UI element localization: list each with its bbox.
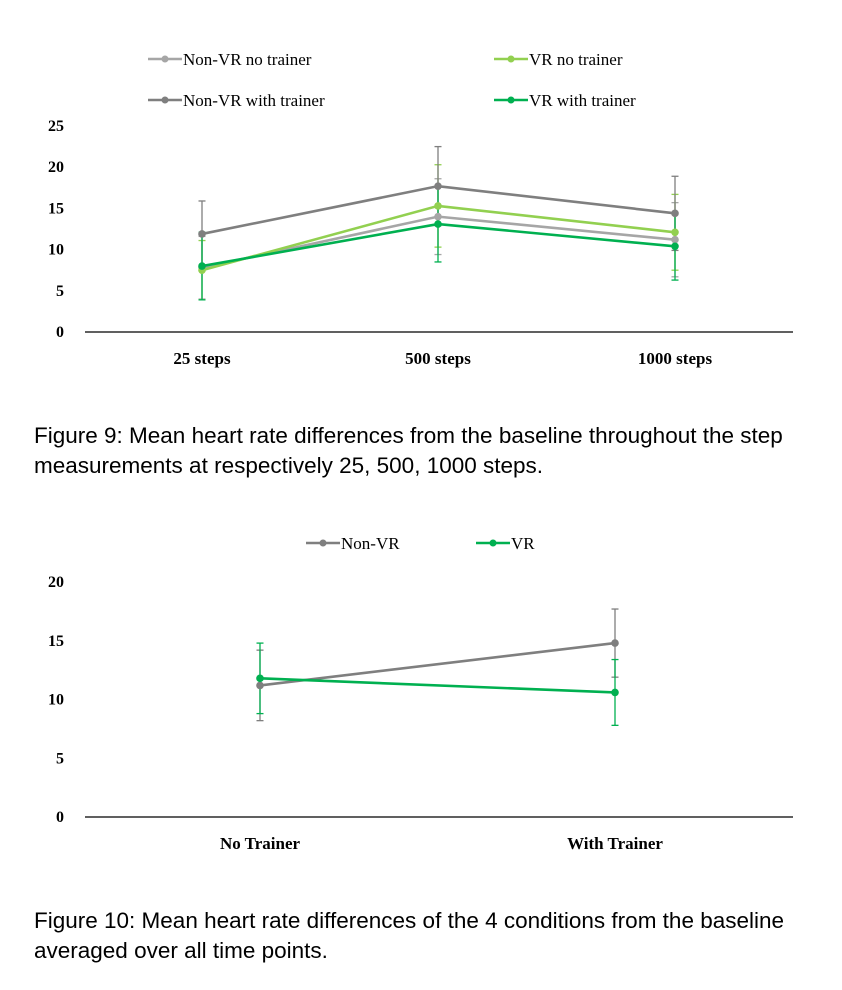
chart2-point-vr-1 <box>611 688 619 697</box>
figure-10-caption: Figure 10: Mean heart rate differences o… <box>34 908 785 963</box>
chart1-point-non-vr-with-trainer-0 <box>198 230 206 238</box>
chart1-point-non-vr-no-trainer-1 <box>434 212 442 221</box>
chart1-point-vr-with-trainer-0 <box>198 262 206 270</box>
chart1-point-vr-with-trainer-2 <box>671 242 679 251</box>
chart1-y-tick-25: 25 <box>48 118 64 135</box>
chart1-point-non-vr-with-trainer-2 <box>671 209 679 218</box>
chart2-x-tick-no-trainer: No Trainer <box>220 834 301 853</box>
chart1-y-tick-10: 10 <box>48 242 64 259</box>
chart2-y-tick-5: 5 <box>56 750 64 767</box>
chart1-x-tick-25-steps: 25 steps <box>173 349 231 368</box>
chart1-legend-non-vr-no-trainer: Non-VR no trainer <box>148 50 312 69</box>
chart2-y-tick-15: 15 <box>48 633 64 650</box>
chart1-x-tick-1000-steps: 1000 steps <box>638 349 713 368</box>
figure-9-caption: Figure 9: Mean heart rate differences fr… <box>34 423 783 478</box>
chart1-point-non-vr-no-trainer-2 <box>671 235 679 244</box>
svg-text:VR no trainer: VR no trainer <box>529 50 623 69</box>
chart2-y-tick-10: 10 <box>48 692 64 709</box>
chart1-point-non-vr-with-trainer-1 <box>434 182 442 190</box>
chart2-point-non-vr-1 <box>611 639 619 647</box>
chart2-x-tick-with-trainer: With Trainer <box>567 834 663 853</box>
chart1-point-vr-with-trainer-1 <box>434 220 442 228</box>
chart2-y-tick-0: 0 <box>56 809 64 826</box>
chart2-point-non-vr-0 <box>256 681 264 690</box>
chart2-line-vr <box>259 677 616 694</box>
svg-text:Non-VR no trainer: Non-VR no trainer <box>183 50 312 69</box>
chart1-y-tick-5: 5 <box>56 283 64 300</box>
chart1-legend-vr-no-trainer: VR no trainer <box>494 50 623 69</box>
figure-10-chart: 0 5 10 15 20 No Trainer With Trainer Non-VR VR <box>48 534 793 853</box>
chart1-y-tick-20: 20 <box>48 159 64 176</box>
chart2-y-tick-20: 20 <box>48 574 64 591</box>
figure-9-chart: 0 5 10 15 20 25 25 steps 500 steps 1000 steps Non… <box>48 50 793 368</box>
svg-text:Non-VR with trainer: Non-VR with trainer <box>183 91 325 110</box>
svg-text:VR with trainer: VR with trainer <box>529 91 636 110</box>
chart2-legend-non-vr: Non-VR <box>306 534 400 553</box>
svg-text:VR: VR <box>511 534 535 553</box>
chart2-point-vr-0 <box>256 674 264 683</box>
chart1-point-vr-no-trainer-2 <box>671 228 679 237</box>
chart1-legend-non-vr-with-trainer: Non-VR with trainer <box>148 91 325 110</box>
chart1-legend-vr-with-trainer: VR with trainer <box>494 91 636 110</box>
chart1-x-tick-500-steps: 500 steps <box>405 349 471 368</box>
chart1-y-tick-15: 15 <box>48 200 64 217</box>
chart1-point-vr-no-trainer-1 <box>434 202 442 210</box>
chart2-legend-vr: VR <box>476 534 535 553</box>
svg-text:Non-VR: Non-VR <box>341 534 400 553</box>
chart2-line-non-vr <box>259 641 616 687</box>
chart1-y-tick-0: 0 <box>56 324 64 341</box>
